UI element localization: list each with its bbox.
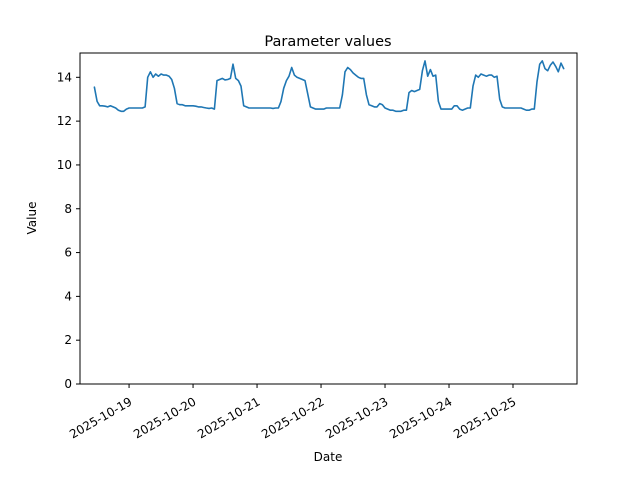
chart-generated-layer: 024681012142025-10-192025-10-202025-10-2… xyxy=(57,52,578,441)
x-axis-label: Date xyxy=(314,450,343,464)
y-tick-label: 6 xyxy=(64,246,72,260)
plot-area xyxy=(79,52,578,385)
x-tick-label: 2025-10-20 xyxy=(131,394,198,441)
x-tick-label: 2025-10-21 xyxy=(195,394,262,441)
y-tick-label: 8 xyxy=(64,202,72,216)
y-axis-label: Value xyxy=(25,202,39,235)
x-tick-label: 2025-10-24 xyxy=(387,394,454,441)
x-tick-label: 2025-10-19 xyxy=(67,394,134,441)
y-tick-label: 10 xyxy=(57,158,72,172)
x-tick-label: 2025-10-22 xyxy=(259,394,326,441)
y-tick-label: 14 xyxy=(57,70,72,84)
x-tick-label: 2025-10-25 xyxy=(451,394,518,441)
y-tick-label: 0 xyxy=(64,377,72,391)
series-line xyxy=(93,60,565,113)
chart-title: Parameter values xyxy=(264,34,391,50)
y-tick-label: 2 xyxy=(64,333,72,347)
y-tick-label: 12 xyxy=(57,114,72,128)
x-tick-label: 2025-10-23 xyxy=(323,394,390,441)
y-tick-label: 4 xyxy=(64,289,72,303)
